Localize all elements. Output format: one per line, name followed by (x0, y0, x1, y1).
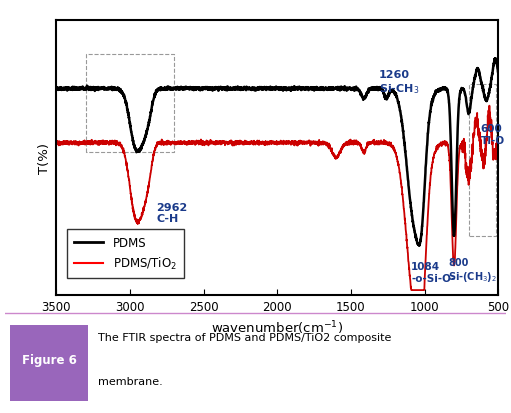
Text: Figure 6: Figure 6 (22, 353, 77, 366)
Text: membrane.: membrane. (98, 376, 162, 386)
Text: 2962
C-H: 2962 C-H (156, 202, 188, 224)
Text: 1084
-o-Si-O-: 1084 -o-Si-O- (411, 261, 456, 283)
FancyBboxPatch shape (10, 325, 88, 401)
Text: 1260
Si-CH$_3$: 1260 Si-CH$_3$ (379, 70, 419, 95)
Text: 600
TI-O: 600 TI-O (480, 123, 505, 145)
Text: The FTIR spectra of PDMS and PDMS/TiO2 composite: The FTIR spectra of PDMS and PDMS/TiO2 c… (98, 332, 391, 342)
X-axis label: wavenumber(cm$^{-1}$): wavenumber(cm$^{-1}$) (211, 319, 343, 336)
Y-axis label: T(%): T(%) (38, 142, 51, 173)
Text: 800
Si-(CH$_3$)$_2$: 800 Si-(CH$_3$)$_2$ (448, 257, 497, 283)
Legend: PDMS, PDMS/TiO$_2$: PDMS, PDMS/TiO$_2$ (66, 229, 183, 278)
